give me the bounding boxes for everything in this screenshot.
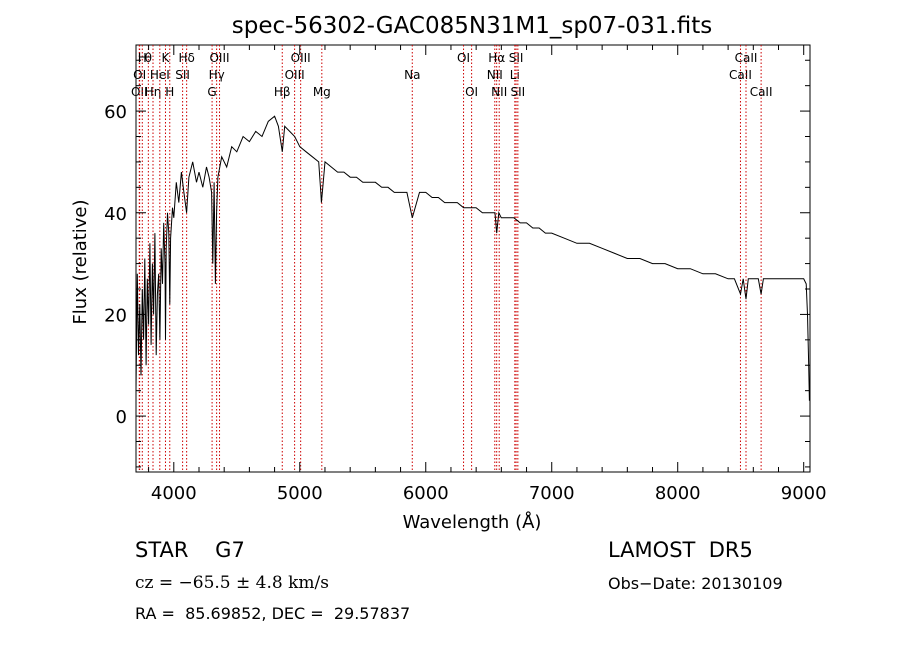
marker-label-2: H [138,51,147,65]
marker-label-15: OIII [291,51,311,65]
marker-label-5: HeI [150,68,170,82]
marker-label-7: H [165,85,174,99]
x-tick-label-6000: 6000 [403,483,449,504]
marker-label-16: Mg [313,85,331,99]
marker-label-14: OIII [285,68,305,82]
object-class: STAR G7 [135,538,245,562]
marker-label-1: OI [133,68,146,82]
y-tick-label-0: 0 [116,407,127,428]
marker-label-23: Li [510,68,520,82]
marker-label-11: Hγ [209,68,225,82]
y-tick-label-20: 20 [104,305,127,326]
marker-label-18: OI [457,51,470,65]
marker-label-20: NII [487,68,503,82]
observation-date: Obs−Date: 20130109 [608,574,783,593]
survey-release: LAMOST DR5 [608,538,753,562]
x-tick-label-5000: 5000 [277,483,323,504]
marker-label-24: SII [509,51,524,65]
line-markers: OIIOIHθHηHeIKHSIIHδGHγOIIIHβOIIIOIIIMgNa… [131,45,773,472]
marker-label-4: Hη [145,85,162,99]
x-tick-label-9000: 9000 [781,483,827,504]
marker-label-9: Hδ [178,51,194,65]
marker-label-28: CaII [750,85,773,99]
y-axis-label: Flux (relative) [70,199,91,324]
marker-label-22: NII [491,85,507,99]
marker-label-13: Hβ [274,85,291,99]
marker-label-27: CaII [735,51,758,65]
marker-label-8: SII [175,68,190,82]
marker-label-17: Na [404,68,420,82]
marker-label-10: G [207,85,216,99]
y-tick-label-60: 60 [104,102,127,123]
plot-frame [135,44,811,473]
x-tick-label-8000: 8000 [655,483,701,504]
x-axis-label: Wavelength (Å) [403,511,542,533]
spectrum-line [135,115,810,401]
coordinates: RA = 85.69852, DEC = 29.57837 [135,604,411,623]
marker-label-26: CaII [729,68,752,82]
x-tick-label-7000: 7000 [529,483,575,504]
marker-label-3: θ [145,51,152,65]
marker-label-25: SII [510,85,525,99]
x-tick-label-4000: 4000 [151,483,197,504]
y-tick-label-40: 40 [104,204,127,225]
marker-label-6: K [162,51,171,65]
axes: 4000 5000 6000 7000 8000 9000 0 20 40 60 [104,45,827,504]
marker-label-12: OIII [209,51,229,65]
marker-label-19: OI [465,85,478,99]
chart-title: spec-56302-GAC085N31M1_sp07-031.fits [232,13,712,39]
marker-label-21: Hα [488,51,505,65]
redshift-velocity: cz = −65.5 ± 4.8 km/s [135,573,329,593]
